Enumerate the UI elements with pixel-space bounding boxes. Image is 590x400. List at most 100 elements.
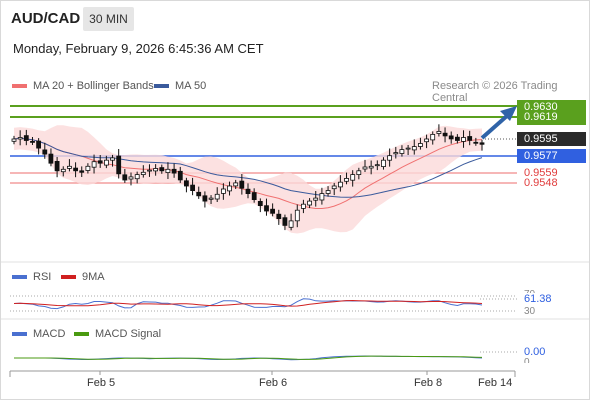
candle-body-up xyxy=(424,138,430,143)
candle-body-down xyxy=(183,180,189,187)
candle-body-up xyxy=(208,197,214,200)
candle xyxy=(270,203,276,217)
candle-body-down xyxy=(257,200,263,206)
candle-body-down xyxy=(448,135,454,140)
macd-signal-line xyxy=(14,355,483,360)
candle xyxy=(85,163,91,174)
candle-body-up xyxy=(300,203,306,209)
candle-body-down xyxy=(473,141,479,144)
candle xyxy=(110,154,115,167)
candle-body-up xyxy=(165,168,171,174)
legend-ma20: MA 20 + Bollinger Bands xyxy=(12,80,154,92)
candle xyxy=(104,155,109,169)
forecast-arrow-shaft xyxy=(480,113,510,140)
legend-macd-signal: MACD Signal xyxy=(74,328,161,340)
candle-body-up xyxy=(411,146,417,151)
candle xyxy=(67,159,72,172)
candle xyxy=(467,130,473,146)
candle-body-up xyxy=(85,165,91,171)
level-r2-box: 0.9630 xyxy=(517,100,586,114)
candle xyxy=(430,131,436,145)
candle-body-up xyxy=(368,165,374,169)
level-pivot-box: 0.9577 xyxy=(517,149,586,163)
candle xyxy=(196,186,202,199)
candle xyxy=(165,162,171,179)
candle xyxy=(300,199,306,214)
candle-body-up xyxy=(110,157,115,161)
candle-body-up xyxy=(214,193,220,200)
time-label-feb14: Feb 14 xyxy=(478,377,513,389)
last-price-box: 0.9595 xyxy=(517,132,586,146)
candle xyxy=(60,166,66,177)
candle xyxy=(307,198,313,209)
candle xyxy=(319,187,325,205)
candle-body-up xyxy=(387,155,393,161)
rsi-label: RSI xyxy=(33,271,52,283)
bollinger-band xyxy=(14,125,482,234)
time-label-feb8: Feb 8 xyxy=(414,377,443,389)
candle-body-up xyxy=(288,220,294,228)
candle-body-down xyxy=(442,132,448,137)
candle xyxy=(356,167,362,180)
time-label-feb6: Feb 6 xyxy=(259,377,288,389)
candle xyxy=(79,166,85,177)
bollinger-band-fill xyxy=(14,125,482,234)
legend-macd: MACD xyxy=(12,328,65,340)
ma50-line xyxy=(13,137,483,198)
candle xyxy=(264,198,269,216)
candle xyxy=(424,134,430,149)
rsi-30-label: 30 xyxy=(524,306,536,317)
legend-rsi-ma: 9MA xyxy=(61,271,105,283)
candle xyxy=(227,181,232,196)
candle xyxy=(91,154,97,174)
candle-body-down xyxy=(36,140,41,149)
candle xyxy=(436,124,442,137)
candle-body-up xyxy=(91,161,97,168)
candle-body-up xyxy=(331,185,337,190)
candle-body-up xyxy=(381,159,386,167)
candle-body-up xyxy=(436,130,442,134)
candle-body-up xyxy=(362,166,368,170)
candle xyxy=(54,157,60,178)
candle-body-down xyxy=(54,160,60,172)
candle xyxy=(387,148,393,167)
candle-body-up xyxy=(17,137,23,140)
candle-body-up xyxy=(128,176,134,180)
candle-body-down xyxy=(190,184,196,192)
candle-body-down xyxy=(97,160,103,164)
candle xyxy=(128,172,134,186)
time-label-feb5: Feb 5 xyxy=(87,377,116,389)
candle xyxy=(134,171,140,184)
candle xyxy=(171,163,177,178)
candle-body-up xyxy=(374,164,380,167)
candle xyxy=(405,145,411,155)
candle xyxy=(116,149,122,179)
candle-body-up xyxy=(325,190,331,194)
candle xyxy=(190,177,196,196)
macd-label: MACD xyxy=(33,328,66,340)
candle xyxy=(122,169,128,183)
candle xyxy=(17,130,23,146)
candle-body-down xyxy=(454,136,460,141)
legend-rsi: RSI xyxy=(12,271,51,283)
candle-body-down xyxy=(202,195,208,202)
candle xyxy=(48,148,54,167)
candle xyxy=(251,188,257,203)
candle xyxy=(313,191,319,207)
candle-body-down xyxy=(282,217,288,226)
candle-body-down xyxy=(264,205,269,212)
candle xyxy=(381,157,386,170)
ma50-label: MA 50 xyxy=(175,80,207,92)
ma20-label: MA 20 + Bollinger Bands xyxy=(33,80,154,92)
candle-body-up xyxy=(233,182,239,187)
candle xyxy=(245,183,251,199)
candle xyxy=(202,191,208,208)
candle-body-down xyxy=(42,149,48,155)
candle xyxy=(30,137,35,145)
candle xyxy=(331,182,337,196)
candle-body-down xyxy=(30,140,35,143)
rsi-ma-line xyxy=(13,299,483,307)
timeframe-button[interactable]: 30 MIN xyxy=(83,7,134,31)
candle xyxy=(282,214,288,231)
